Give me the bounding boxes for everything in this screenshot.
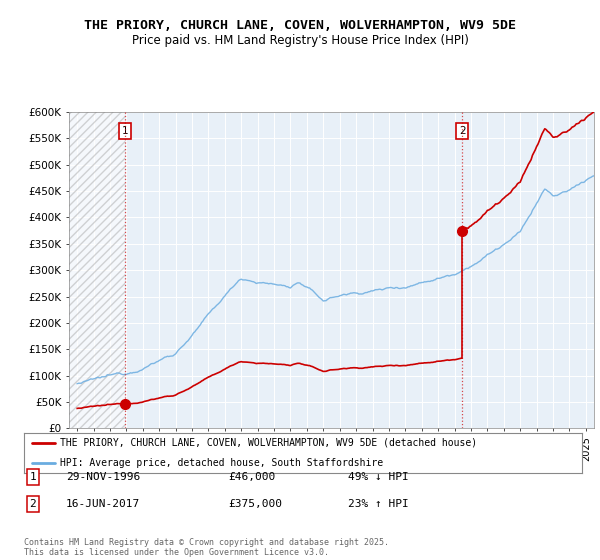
Text: £46,000: £46,000 (228, 472, 275, 482)
Text: 1: 1 (122, 126, 128, 136)
Text: HPI: Average price, detached house, South Staffordshire: HPI: Average price, detached house, Sout… (60, 458, 383, 468)
Text: Price paid vs. HM Land Registry's House Price Index (HPI): Price paid vs. HM Land Registry's House … (131, 34, 469, 47)
Text: 29-NOV-1996: 29-NOV-1996 (66, 472, 140, 482)
Text: 2: 2 (29, 499, 37, 509)
Text: THE PRIORY, CHURCH LANE, COVEN, WOLVERHAMPTON, WV9 5DE (detached house): THE PRIORY, CHURCH LANE, COVEN, WOLVERHA… (60, 438, 478, 448)
Text: Contains HM Land Registry data © Crown copyright and database right 2025.
This d: Contains HM Land Registry data © Crown c… (24, 538, 389, 557)
Text: 23% ↑ HPI: 23% ↑ HPI (348, 499, 409, 509)
Text: 49% ↓ HPI: 49% ↓ HPI (348, 472, 409, 482)
Text: £375,000: £375,000 (228, 499, 282, 509)
Text: 16-JUN-2017: 16-JUN-2017 (66, 499, 140, 509)
Text: 2: 2 (459, 126, 466, 136)
Text: 1: 1 (29, 472, 37, 482)
Bar (69, 112, 125, 428)
Text: THE PRIORY, CHURCH LANE, COVEN, WOLVERHAMPTON, WV9 5DE: THE PRIORY, CHURCH LANE, COVEN, WOLVERHA… (84, 18, 516, 32)
Bar (69, 112, 125, 428)
